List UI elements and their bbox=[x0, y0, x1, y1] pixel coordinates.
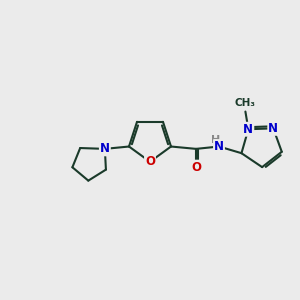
Text: N: N bbox=[243, 123, 253, 136]
Text: O: O bbox=[191, 160, 201, 174]
Text: N: N bbox=[214, 140, 224, 153]
Text: N: N bbox=[100, 142, 110, 155]
Text: N: N bbox=[268, 122, 278, 135]
Text: CH₃: CH₃ bbox=[235, 98, 256, 108]
Text: O: O bbox=[145, 155, 155, 168]
Text: H: H bbox=[211, 135, 220, 145]
